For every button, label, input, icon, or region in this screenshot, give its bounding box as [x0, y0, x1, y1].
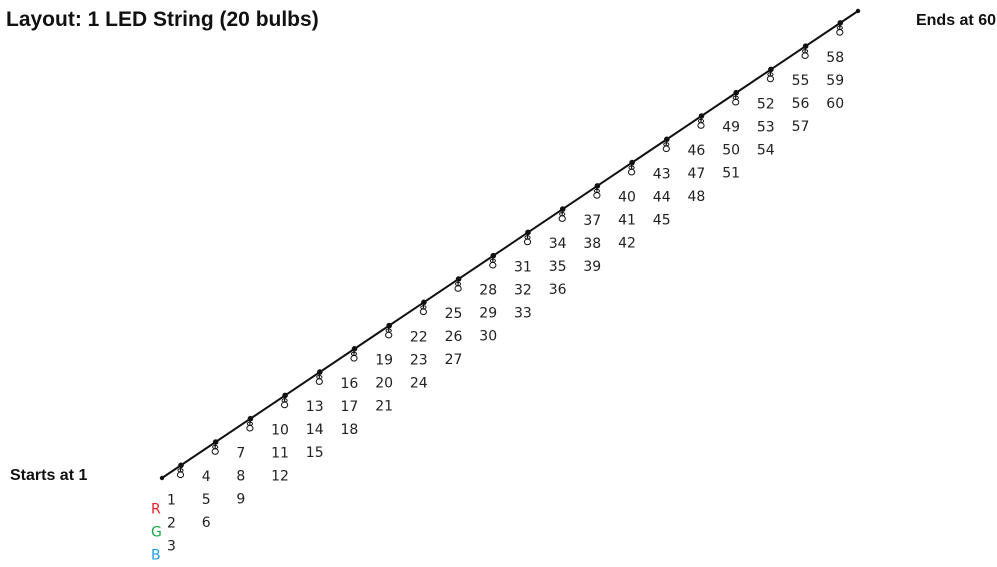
channel-number: 23 [410, 352, 428, 368]
channel-number: 16 [341, 376, 359, 392]
channel-number: 29 [479, 306, 497, 322]
led-bulb-icon [419, 299, 427, 316]
channel-number: 57 [792, 119, 810, 135]
led-bulb-icon [801, 43, 809, 60]
diagram-title: Layout: 1 LED String (20 bulbs) [6, 8, 319, 31]
led-bulb-icon [385, 322, 393, 339]
channel-number: 56 [792, 96, 810, 112]
channel-number: 53 [757, 119, 775, 135]
channel-number: 50 [722, 143, 740, 159]
channel-number: 30 [479, 329, 497, 345]
led-bulb-icon [766, 66, 775, 83]
led-string-wire [161, 10, 859, 479]
channel-number: 4 [202, 469, 211, 485]
channel-number: 10 [271, 422, 289, 438]
channel-number: 5 [202, 492, 211, 508]
led-bulb-icon [523, 229, 532, 246]
channel-number: 44 [653, 189, 671, 205]
channel-number: 21 [375, 399, 393, 415]
channel-number: 45 [653, 212, 671, 228]
channel-number: 51 [722, 166, 740, 182]
channel-number: 52 [757, 96, 775, 112]
channel-number: 25 [445, 306, 463, 322]
led-bulb-icon [281, 392, 289, 409]
led-bulb-icon [315, 369, 323, 385]
led-bulb-icon [627, 159, 636, 176]
end-label: Ends at 60 [915, 12, 996, 29]
channel-number: 13 [306, 399, 324, 415]
channel-number: 42 [618, 236, 636, 252]
channel-label-group: 1234567891011121314151617181920212223242… [167, 50, 844, 554]
string-start-dot [159, 475, 165, 481]
led-bulb-icon [176, 462, 185, 479]
channel-number: 27 [445, 352, 463, 368]
channel-number: 54 [757, 142, 775, 158]
channel-number: 38 [583, 236, 601, 252]
channel-number: 39 [583, 259, 601, 275]
channel-number: 3 [167, 538, 176, 554]
rgb-legend: RGB [151, 501, 162, 563]
bulb-group [176, 20, 844, 479]
channel-number: 20 [375, 376, 393, 392]
channel-number: 19 [375, 353, 393, 369]
channel-number: 11 [271, 445, 289, 461]
channel-number: 12 [271, 468, 289, 484]
led-bulb-icon [246, 415, 254, 432]
channel-number: 33 [514, 305, 532, 321]
channel-number: 6 [202, 515, 211, 531]
channel-number: 40 [618, 190, 636, 206]
channel-number: 26 [445, 329, 463, 345]
channel-number: 32 [514, 282, 532, 298]
led-bulb-icon [593, 183, 601, 199]
legend-letter-b: B [151, 547, 161, 563]
channel-number: 43 [653, 166, 671, 182]
led-bulb-icon [454, 276, 462, 292]
led-bulb-icon [350, 346, 358, 362]
channel-number: 17 [341, 399, 359, 415]
led-bulb-icon [211, 439, 219, 455]
channel-number: 34 [549, 236, 567, 252]
led-bulb-icon [662, 136, 670, 153]
channel-number: 22 [410, 329, 428, 345]
led-bulb-icon [489, 252, 497, 269]
legend-letter-r: R [151, 501, 161, 517]
channel-number: 8 [236, 469, 245, 485]
channel-number: 41 [618, 213, 636, 229]
channel-number: 2 [167, 515, 176, 531]
channel-number: 55 [792, 73, 810, 89]
channel-number: 24 [410, 375, 428, 391]
channel-number: 14 [306, 422, 324, 438]
led-bulb-icon [558, 206, 566, 222]
channel-number: 18 [341, 422, 359, 438]
channel-number: 37 [583, 213, 601, 229]
channel-number: 7 [236, 446, 245, 462]
channel-number: 46 [688, 143, 706, 159]
legend-letter-g: G [151, 524, 162, 540]
channel-number: 47 [688, 166, 706, 182]
string-end-dot [855, 8, 861, 14]
led-bulb-icon [732, 89, 740, 106]
channel-number: 1 [167, 492, 176, 508]
channel-number: 59 [826, 73, 844, 89]
channel-number: 31 [514, 259, 532, 275]
channel-number: 60 [826, 96, 844, 112]
channel-number: 9 [236, 492, 245, 508]
channel-number: 28 [479, 283, 497, 299]
led-bulb-icon [836, 20, 844, 36]
start-label: Starts at 1 [10, 467, 88, 484]
led-bulb-icon [697, 113, 705, 129]
channel-number: 49 [722, 120, 740, 136]
channel-number: 15 [306, 445, 324, 461]
channel-number: 48 [688, 189, 706, 205]
channel-number: 36 [549, 282, 567, 298]
channel-number: 58 [826, 50, 844, 66]
channel-number: 35 [549, 259, 567, 275]
